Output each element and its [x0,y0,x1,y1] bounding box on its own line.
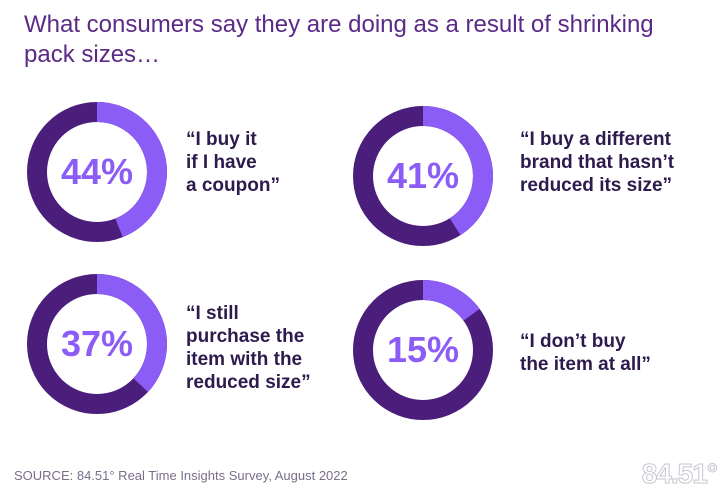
brand-logo: 84.51° [641,458,718,490]
donut-slice [353,106,493,246]
quote-line: item with the [186,349,303,370]
quote-line: purchase the [186,326,305,347]
quote-different-brand: “I buy a different brand that hasn’t red… [520,128,674,197]
chart-title: What consumers say they are doing as a r… [24,11,654,68]
donut-chart-reduced-size: 37% [27,274,167,414]
donut-slice [353,280,493,420]
percent-label: 44% [60,151,134,192]
quote-dont-buy: “I don’t buy the item at all” [520,330,651,376]
quote-line: “I buy it [186,129,257,150]
percent-label: 37% [60,323,134,364]
quote-reduced-size: “I still purchase the item with the redu… [186,302,311,394]
donut-slice [27,274,167,414]
percent-label: 15% [386,329,460,370]
quote-line: “I still [186,303,239,324]
donut-chart-different-brand: 41% [353,106,493,246]
quote-coupon: “I buy it if I have a coupon” [186,128,280,197]
quote-line: the item at all” [520,354,651,375]
donut-chart-coupon: 44% [27,102,167,242]
quote-line: “I buy a different [520,129,671,150]
quote-line: “I don’t buy [520,331,626,352]
donut-chart-dont-buy: 15% [353,280,493,420]
percent-label: 41% [386,155,460,196]
quote-line: if I have [186,152,257,173]
quote-line: reduced its size” [520,175,673,196]
quote-line: brand that hasn’t [520,152,675,173]
quote-line: reduced size” [186,372,311,393]
quote-line: a coupon” [186,175,280,196]
donut-slice [27,102,167,242]
source-note: SOURCE: 84.51° Real Time Insights Survey… [14,468,348,483]
